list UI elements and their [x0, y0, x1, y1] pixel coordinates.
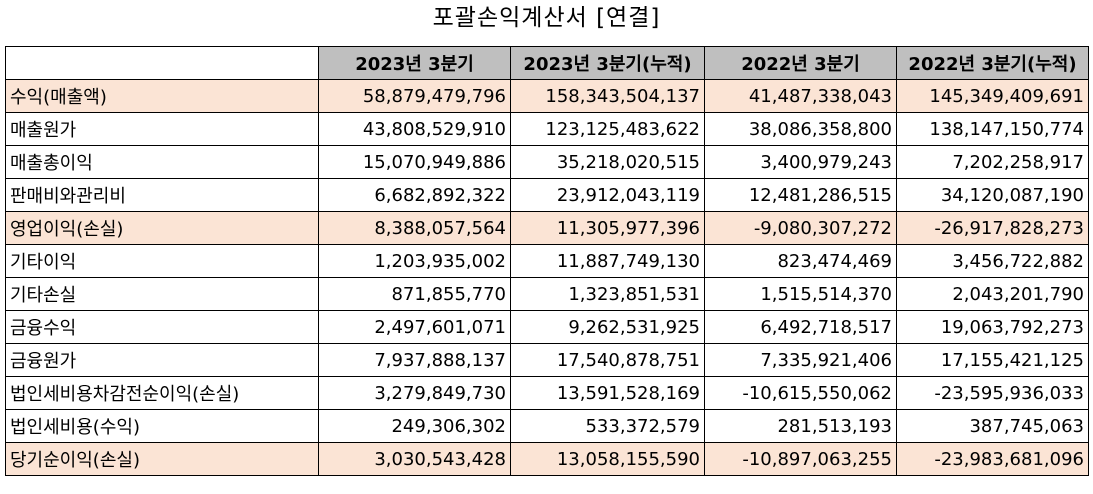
- value-cell: 7,335,921,406: [704, 343, 897, 377]
- value-cell: 158,343,504,137: [510, 79, 705, 113]
- value-cell: 1,515,514,370: [704, 277, 897, 311]
- value-cell: 3,456,722,882: [896, 244, 1089, 278]
- row-label: 매출원가: [5, 112, 319, 146]
- row-label: 법인세비용차감전순이익(손실): [5, 376, 319, 410]
- table-row: 매출총이익 15,070,949,886 35,218,020,515 3,40…: [5, 145, 1089, 179]
- table-row: 당기순이익(손실) 3,030,543,428 13,058,155,590 -…: [5, 442, 1089, 476]
- value-cell: -23,983,681,096: [896, 442, 1089, 476]
- value-cell: 15,070,949,886: [318, 145, 511, 179]
- income-statement-table: 2023년 3분기 2023년 3분기(누적) 2022년 3분기 2022년 …: [5, 46, 1089, 476]
- value-cell: 38,086,358,800: [704, 112, 897, 146]
- value-cell: 43,808,529,910: [318, 112, 511, 146]
- table-row: 수익(매출액) 58,879,479,796 158,343,504,137 4…: [5, 79, 1089, 113]
- value-cell: 6,492,718,517: [704, 310, 897, 344]
- value-cell: 35,218,020,515: [510, 145, 705, 179]
- value-cell: 8,388,057,564: [318, 211, 511, 245]
- value-cell: 17,155,421,125: [896, 343, 1089, 377]
- value-cell: -10,897,063,255: [704, 442, 897, 476]
- value-cell: 6,682,892,322: [318, 178, 511, 212]
- table-row: 매출원가 43,808,529,910 123,125,483,622 38,0…: [5, 112, 1089, 146]
- value-cell: 138,147,150,774: [896, 112, 1089, 146]
- row-label: 법인세비용(수익): [5, 409, 319, 443]
- value-cell: 249,306,302: [318, 409, 511, 443]
- header-2022-q3: 2022년 3분기: [704, 46, 897, 80]
- value-cell: 123,125,483,622: [510, 112, 705, 146]
- value-cell: 7,202,258,917: [896, 145, 1089, 179]
- row-label: 판매비와관리비: [5, 178, 319, 212]
- value-cell: 58,879,479,796: [318, 79, 511, 113]
- row-label: 금융수익: [5, 310, 319, 344]
- header-2022-q3-cumulative: 2022년 3분기(누적): [896, 46, 1089, 80]
- value-cell: 13,591,528,169: [510, 376, 705, 410]
- header-corner-cell: [5, 46, 319, 80]
- value-cell: 1,323,851,531: [510, 277, 705, 311]
- value-cell: 11,887,749,130: [510, 244, 705, 278]
- value-cell: -9,080,307,272: [704, 211, 897, 245]
- value-cell: 9,262,531,925: [510, 310, 705, 344]
- value-cell: 1,203,935,002: [318, 244, 511, 278]
- table-row: 판매비와관리비 6,682,892,322 23,912,043,119 12,…: [5, 178, 1089, 212]
- value-cell: -26,917,828,273: [896, 211, 1089, 245]
- value-cell: 3,279,849,730: [318, 376, 511, 410]
- row-label: 기타이익: [5, 244, 319, 278]
- table-row: 금융수익 2,497,601,071 9,262,531,925 6,492,7…: [5, 310, 1089, 344]
- table-row: 기타손실 871,855,770 1,323,851,531 1,515,514…: [5, 277, 1089, 311]
- value-cell: 19,063,792,273: [896, 310, 1089, 344]
- value-cell: 2,043,201,790: [896, 277, 1089, 311]
- value-cell: 533,372,579: [510, 409, 705, 443]
- value-cell: 871,855,770: [318, 277, 511, 311]
- table-row: 영업이익(손실) 8,388,057,564 11,305,977,396 -9…: [5, 211, 1089, 245]
- value-cell: 2,497,601,071: [318, 310, 511, 344]
- header-2023-q3: 2023년 3분기: [318, 46, 511, 80]
- value-cell: 41,487,338,043: [704, 79, 897, 113]
- row-label: 금융원가: [5, 343, 319, 377]
- row-label: 영업이익(손실): [5, 211, 319, 245]
- row-label: 당기순이익(손실): [5, 442, 319, 476]
- table-row: 법인세비용(수익) 249,306,302 533,372,579 281,51…: [5, 409, 1089, 443]
- value-cell: 3,030,543,428: [318, 442, 511, 476]
- row-label: 기타손실: [5, 277, 319, 311]
- row-label: 매출총이익: [5, 145, 319, 179]
- value-cell: 281,513,193: [704, 409, 897, 443]
- value-cell: 12,481,286,515: [704, 178, 897, 212]
- value-cell: -23,595,936,033: [896, 376, 1089, 410]
- value-cell: 145,349,409,691: [896, 79, 1089, 113]
- value-cell: 11,305,977,396: [510, 211, 705, 245]
- page-title: 포괄손익계산서 [연결]: [432, 5, 661, 31]
- table-row: 금융원가 7,937,888,137 17,540,878,751 7,335,…: [5, 343, 1089, 377]
- table-header-row: 2023년 3분기 2023년 3분기(누적) 2022년 3분기 2022년 …: [5, 46, 1089, 80]
- value-cell: 3,400,979,243: [704, 145, 897, 179]
- value-cell: 13,058,155,590: [510, 442, 705, 476]
- value-cell: 7,937,888,137: [318, 343, 511, 377]
- header-2023-q3-cumulative: 2023년 3분기(누적): [510, 46, 705, 80]
- table-row: 기타이익 1,203,935,002 11,887,749,130 823,47…: [5, 244, 1089, 278]
- value-cell: 34,120,087,190: [896, 178, 1089, 212]
- value-cell: 387,745,063: [896, 409, 1089, 443]
- table-row: 법인세비용차감전순이익(손실) 3,279,849,730 13,591,528…: [5, 376, 1089, 410]
- value-cell: 823,474,469: [704, 244, 897, 278]
- value-cell: 17,540,878,751: [510, 343, 705, 377]
- row-label: 수익(매출액): [5, 79, 319, 113]
- value-cell: 23,912,043,119: [510, 178, 705, 212]
- value-cell: -10,615,550,062: [704, 376, 897, 410]
